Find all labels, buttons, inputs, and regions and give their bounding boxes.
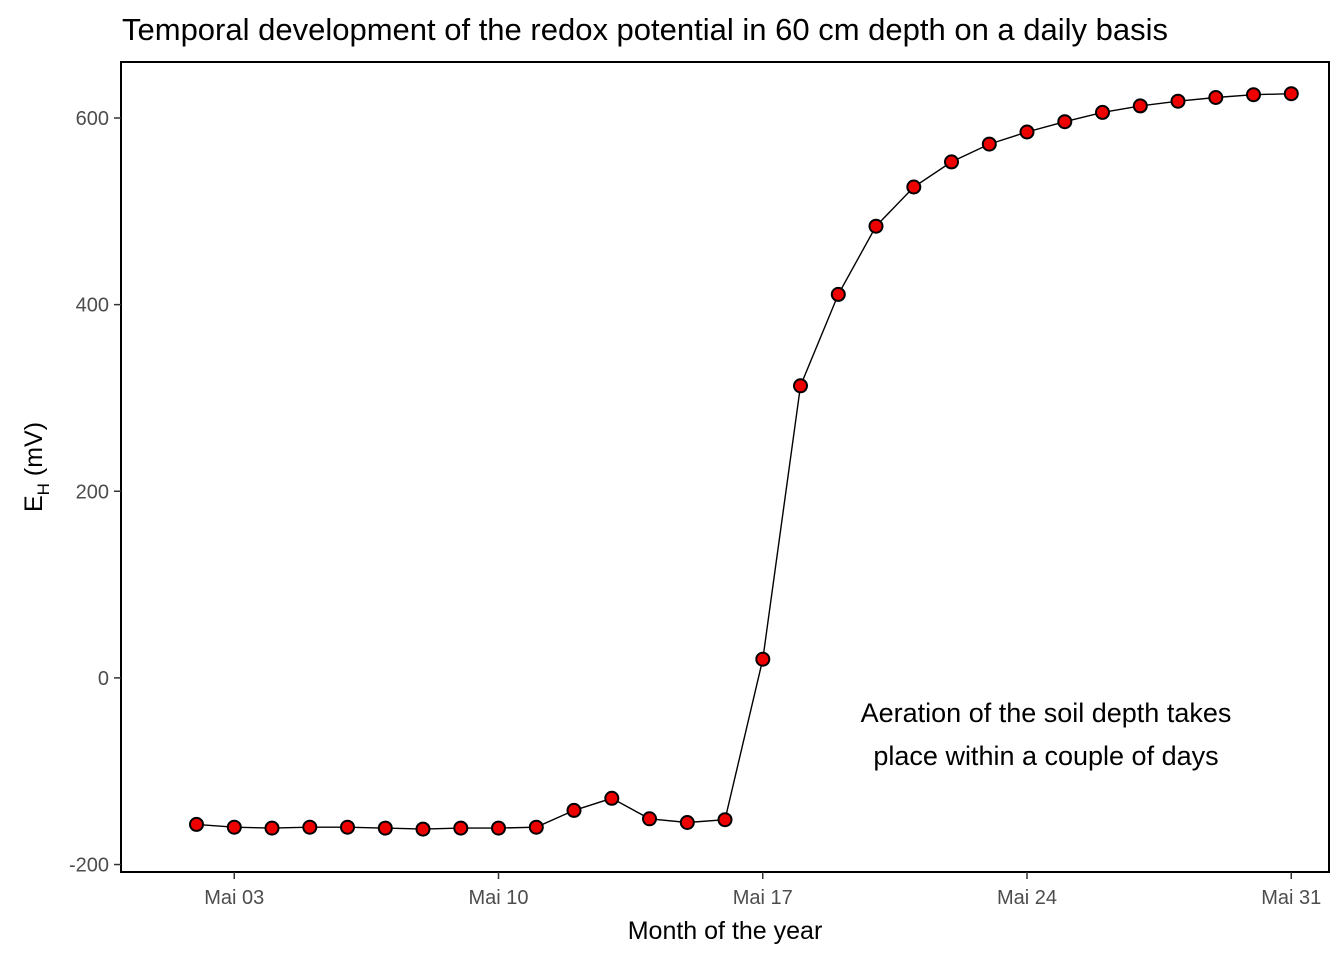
data-point	[642, 811, 657, 827]
annotation-line-1: Aeration of the soil depth takes	[861, 698, 1232, 728]
data-point	[1057, 114, 1073, 130]
y-axis-label: EH (mV)	[20, 422, 53, 512]
annotation-line-2: place within a couple of days	[873, 741, 1218, 771]
data-point	[302, 819, 318, 835]
y-tick-label: -200	[69, 855, 109, 877]
x-tick-label: Mai 31	[1261, 887, 1321, 909]
data-point	[491, 820, 506, 836]
x-axis-label: Month of the year	[628, 917, 823, 945]
data-point	[1170, 93, 1186, 109]
y-axis: -200 0 200 400 600	[69, 108, 121, 877]
data-point	[1019, 124, 1035, 140]
data-point	[453, 820, 469, 836]
data-point	[1132, 98, 1148, 114]
y-tick-label: 200	[76, 481, 109, 503]
data-point	[1095, 104, 1110, 120]
y-tick-label: 0	[98, 668, 109, 690]
y-tick-label: 600	[76, 108, 109, 130]
data-point	[264, 820, 280, 836]
data-point	[604, 790, 620, 806]
data-point	[189, 816, 204, 832]
data-point	[868, 218, 884, 234]
data-point	[415, 821, 431, 837]
data-point	[717, 812, 733, 828]
data-point	[1283, 86, 1299, 102]
data-point	[830, 286, 846, 302]
x-tick-label: Mai 10	[468, 887, 528, 909]
data-point	[679, 815, 695, 830]
data-point	[906, 179, 922, 195]
data-point	[340, 819, 355, 835]
y-axis-label-unit: (mV)	[20, 422, 48, 483]
plot-panel	[120, 61, 1330, 873]
data-point	[755, 651, 771, 667]
data-series	[189, 86, 1299, 837]
data-point	[226, 819, 242, 835]
data-point	[566, 802, 582, 818]
data-point	[981, 136, 997, 152]
data-point	[793, 378, 808, 394]
chart-title: Temporal development of the redox potent…	[122, 12, 1168, 47]
y-axis-label-subscript: H	[34, 483, 53, 495]
data-point	[1208, 90, 1224, 105]
data-point	[528, 819, 544, 835]
y-tick-label: 400	[76, 295, 109, 317]
data-point	[944, 154, 959, 170]
x-axis: Mai 03 Mai 10 Mai 17 Mai 24 Mai 31	[204, 872, 1321, 909]
data-point	[1246, 87, 1261, 103]
y-axis-label-main: E	[20, 495, 48, 512]
x-tick-label: Mai 17	[733, 887, 793, 909]
x-tick-label: Mai 24	[997, 887, 1057, 909]
data-point	[377, 820, 393, 836]
x-tick-label: Mai 03	[204, 887, 264, 909]
